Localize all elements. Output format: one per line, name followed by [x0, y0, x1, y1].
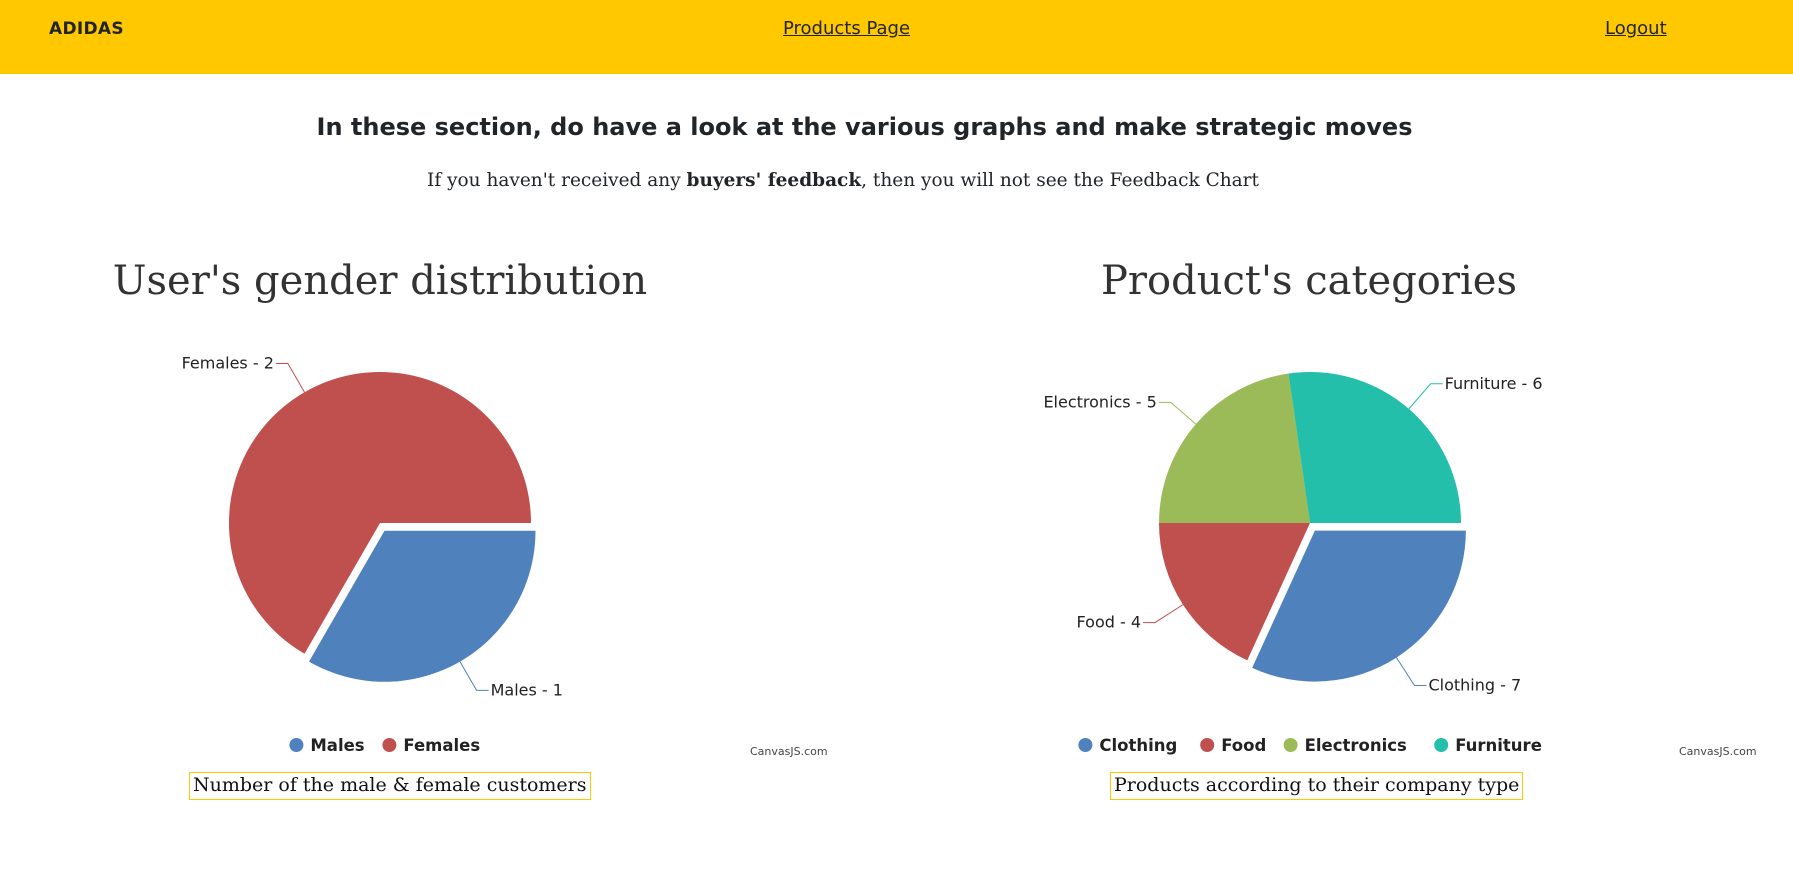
category-chart-title: Product's categories — [1101, 258, 1517, 304]
slice-label-females: Females - 2 — [182, 353, 274, 372]
leader-line-food — [1143, 604, 1184, 624]
slice-label-electronics: Electronics - 5 — [1043, 392, 1156, 411]
leader-line-males — [459, 661, 489, 691]
canvasjs-credit: CanvasJS.com — [750, 745, 828, 758]
slice-label-males: Males - 1 — [491, 680, 563, 699]
leader-line-electronics — [1158, 401, 1197, 425]
leader-line-females — [275, 362, 305, 393]
category-chart-caption: Products according to their company type — [1110, 772, 1524, 800]
legend-item-electronics: Electronics — [1305, 736, 1407, 755]
subheading-text-end: , then you will not see the Feedback Cha… — [861, 170, 1259, 191]
legend-item-females: Females — [403, 736, 480, 755]
gender-chart-title: User's gender distribution — [112, 258, 648, 304]
pie-slice-food — [1159, 523, 1310, 661]
pie-slice-electronics — [1159, 373, 1310, 523]
subheading-bold-feedback: buyers' feedback — [686, 170, 862, 191]
logout-link[interactable]: Logout — [1605, 18, 1667, 39]
legend-marker-electronics — [1283, 738, 1298, 752]
pie-slice-females — [229, 372, 531, 654]
canvasjs-credit: CanvasJS.com — [1679, 745, 1757, 758]
slice-label-clothing: Clothing - 7 — [1428, 676, 1521, 695]
brand-logo[interactable]: ADIDAS — [49, 19, 124, 39]
legend-marker-furniture — [1434, 738, 1449, 752]
slice-label-food: Food - 4 — [1077, 613, 1142, 632]
legend-item-clothing: Clothing — [1099, 736, 1177, 755]
page-subheading: If you haven't received any buyers' feed… — [0, 170, 1686, 191]
pie-slice-males — [309, 530, 536, 682]
products-page-link[interactable]: Products Page — [783, 18, 911, 39]
gender-chart-caption: Number of the male & female customers — [189, 772, 591, 800]
legend-marker-clothing — [1078, 738, 1093, 752]
legend-marker-females — [382, 738, 397, 752]
leader-line-clothing — [1396, 657, 1427, 687]
legend-item-males: Males — [310, 736, 364, 755]
pie-slice-clothing — [1252, 530, 1466, 682]
legend-item-furniture: Furniture — [1455, 736, 1542, 755]
legend-item-food: Food — [1221, 736, 1266, 755]
pie-slice-furniture — [1288, 372, 1461, 523]
leader-line-furniture — [1408, 383, 1443, 410]
legend-marker-males — [289, 738, 304, 752]
slice-label-furniture: Furniture - 6 — [1445, 374, 1543, 393]
page-headline: In these section, do have a look at the … — [316, 113, 1413, 141]
legend-marker-food — [1200, 738, 1215, 752]
subheading-text-start: If you haven't received any — [427, 170, 687, 191]
top-navbar: ADIDAS Products Page Logout — [0, 0, 1793, 74]
